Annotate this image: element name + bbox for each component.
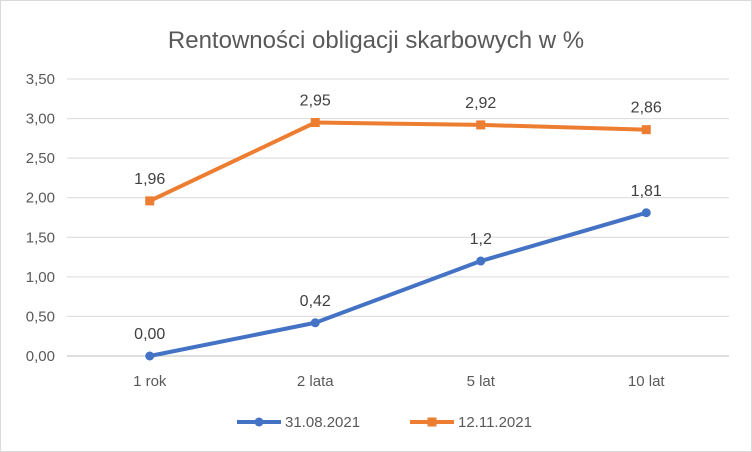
x-tick-label: 10 lat — [628, 373, 666, 390]
data-label: 2,95 — [300, 93, 331, 110]
y-tick-label: 0,50 — [26, 308, 55, 325]
series-point — [476, 256, 486, 266]
x-axis-ticks: 1 rok 2 lata 5 lat 10 lat — [133, 373, 665, 390]
data-label: 2,86 — [631, 100, 662, 117]
series-line — [147, 210, 649, 358]
legend-label: 12.11.2021 — [458, 414, 532, 431]
y-axis-ticks: 0,00 0,50 1,00 1,50 2,00 2,50 3,00 3,50 — [26, 71, 55, 365]
series-point — [641, 125, 651, 135]
chart-title: Rentowności obligacji skarbowych w % — [168, 27, 584, 54]
series-line — [147, 120, 649, 203]
y-tick-label: 1,00 — [26, 269, 55, 286]
legend: 31.08.2021 12.11.2021 — [237, 414, 532, 431]
data-label: 1,2 — [470, 231, 492, 248]
y-tick-label: 3,00 — [26, 111, 55, 128]
y-tick-label: 1,50 — [26, 229, 55, 246]
series-point — [310, 318, 320, 328]
series-point — [145, 196, 155, 206]
series-point — [641, 208, 651, 218]
data-label: 2,92 — [465, 95, 496, 112]
data-labels: 0,00 0,42 1,2 1,81 1,96 2,95 2,92 2,86 — [134, 93, 662, 343]
legend-label: 31.08.2021 — [285, 414, 360, 431]
x-tick-label: 1 rok — [133, 373, 167, 390]
series-point — [476, 120, 486, 130]
series-layer — [145, 118, 651, 361]
legend-marker — [427, 417, 437, 427]
y-tick-label: 2,00 — [26, 190, 55, 207]
y-tick-label: 2,50 — [26, 150, 55, 167]
series-point — [145, 351, 155, 361]
x-tick-label: 2 lata — [297, 373, 334, 390]
data-label: 0,00 — [134, 326, 165, 343]
data-label: 0,42 — [300, 293, 331, 310]
series-point — [310, 118, 320, 128]
gridlines — [67, 78, 729, 357]
data-label: 1,96 — [134, 171, 165, 188]
y-tick-label: 3,50 — [26, 71, 55, 88]
legend-marker — [254, 417, 264, 427]
y-tick-label: 0,00 — [26, 348, 55, 365]
x-tick-label: 5 lat — [467, 373, 496, 390]
data-label: 1,81 — [631, 183, 662, 200]
